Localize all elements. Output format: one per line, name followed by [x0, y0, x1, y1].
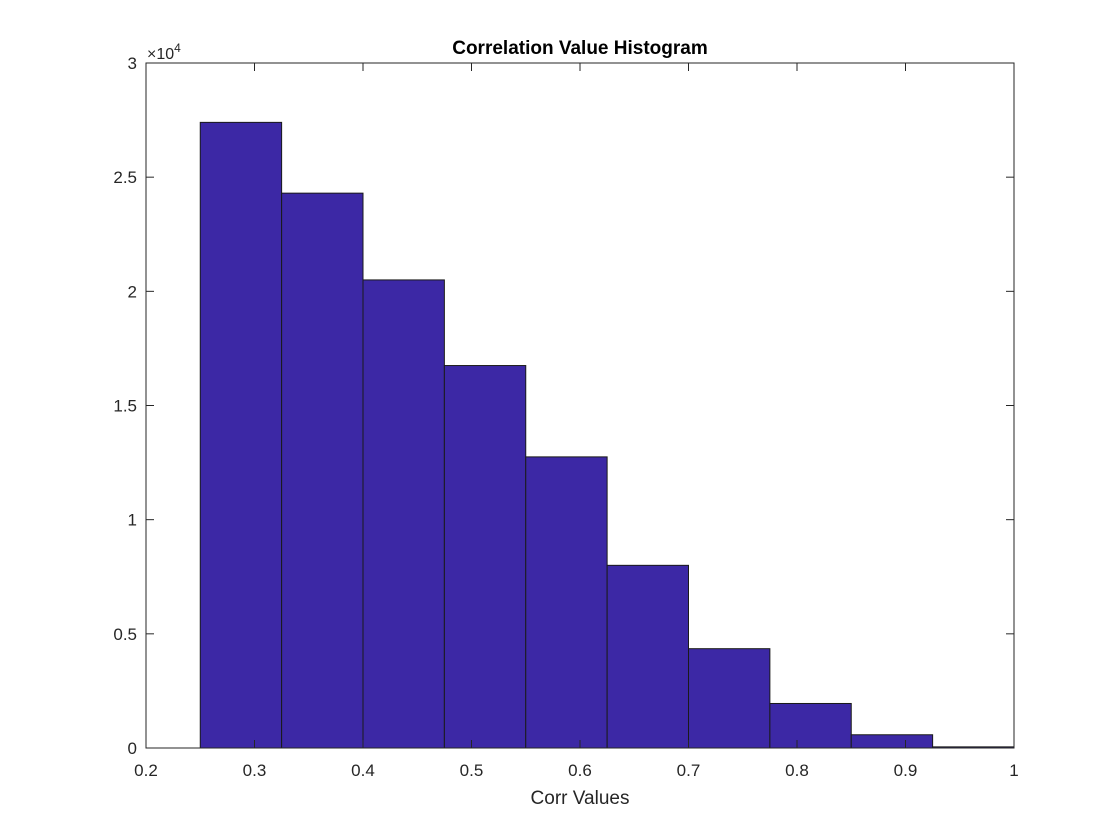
x-tick-label: 1 — [1009, 761, 1018, 780]
x-axis-label: Corr Values — [531, 788, 630, 809]
y-axis-exponent-power: 4 — [174, 41, 181, 55]
x-tick-label: 0.3 — [243, 761, 267, 780]
y-tick-label: 2.5 — [113, 168, 137, 187]
x-tick-label: 0.2 — [134, 761, 158, 780]
y-axis-exponent-base: ×10 — [147, 46, 174, 63]
x-tick-label: 0.9 — [894, 761, 918, 780]
y-tick-label: 2 — [128, 282, 137, 301]
histogram-bar — [281, 192, 364, 749]
x-tick-label: 0.5 — [460, 761, 484, 780]
histogram-bar — [769, 702, 852, 749]
y-tick-label: 1 — [128, 511, 137, 530]
histogram-bars — [199, 121, 1015, 749]
histogram-bar — [688, 648, 771, 749]
histogram-bar — [199, 121, 283, 749]
histogram-bar — [362, 279, 445, 749]
y-tick-label: 0.5 — [113, 625, 137, 644]
x-axis-ticks: 0.2 0.3 0.4 0.5 0.6 0.7 0.8 0.9 1 — [134, 63, 1019, 780]
histogram-bar — [850, 734, 934, 749]
x-tick-label: 0.8 — [785, 761, 809, 780]
y-axis-exponent: ×104 — [147, 41, 181, 63]
histogram-bar — [606, 564, 689, 749]
y-tick-label: 1.5 — [113, 397, 137, 416]
x-tick-label: 0.6 — [568, 761, 592, 780]
y-tick-label: 3 — [128, 54, 137, 73]
y-tick-label: 0 — [128, 739, 137, 758]
x-tick-label: 0.4 — [351, 761, 375, 780]
histogram-bar — [525, 456, 608, 749]
y-axis-ticks: 0 0.5 1 1.5 2 2.5 3 — [113, 54, 1014, 758]
histogram-bar — [443, 365, 527, 749]
chart-title: Correlation Value Histogram — [452, 38, 708, 59]
x-tick-label: 0.7 — [677, 761, 701, 780]
